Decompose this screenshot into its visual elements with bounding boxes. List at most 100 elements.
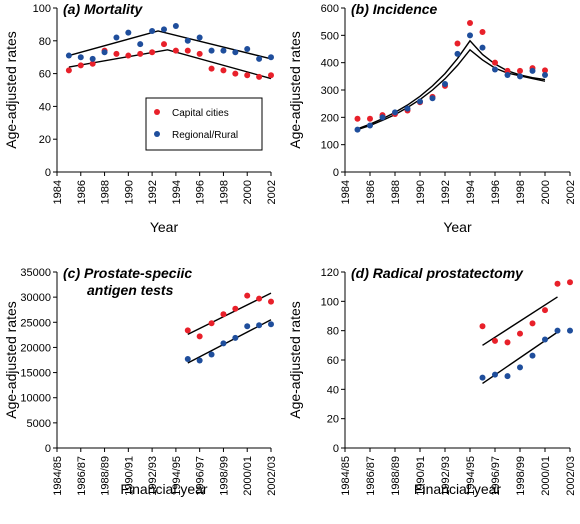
data-point-regional xyxy=(196,34,203,41)
x-axis-title: Year xyxy=(443,219,472,235)
data-point-regional xyxy=(492,371,498,378)
data-point-capital xyxy=(172,47,179,54)
data-point-capital xyxy=(504,67,511,74)
trend-line xyxy=(68,49,272,80)
data-point-regional xyxy=(196,357,203,364)
x-tick-label: 2002 xyxy=(266,180,278,204)
y-tick-label: 5000 xyxy=(27,418,51,430)
x-tick-label: 1998 xyxy=(515,180,527,204)
data-point-regional xyxy=(125,29,132,36)
x-tick-label: 1996/97 xyxy=(195,456,207,496)
data-point-regional xyxy=(529,352,536,359)
x-tick-label: 1994/95 xyxy=(171,456,183,496)
y-tick-label: 0 xyxy=(45,167,51,179)
data-point-capital xyxy=(492,59,498,66)
data-point-capital xyxy=(492,337,498,344)
x-tick-label: 1984/85 xyxy=(52,456,64,496)
y-axis-title: Age-adjusted rates xyxy=(3,301,19,419)
y-tick-label: 600 xyxy=(321,3,339,15)
legend-marker-regional xyxy=(154,131,160,137)
x-tick-label: 1994 xyxy=(171,180,183,204)
data-point-regional xyxy=(161,26,167,33)
x-tick-label: 2002/03 xyxy=(266,456,278,496)
data-point-regional xyxy=(479,374,486,381)
y-tick-label: 100 xyxy=(321,140,339,152)
panel-c: 0 5000 10000 15000 20000 25000 30000 35000 1984/… xyxy=(3,265,278,497)
data-point-regional xyxy=(504,71,511,78)
x-tick-label: 1990/91 xyxy=(123,456,135,496)
data-point-regional xyxy=(65,52,72,59)
x-tick-label: 2002/03 xyxy=(565,456,577,496)
y-tick-label: 80 xyxy=(327,326,339,338)
data-point-regional xyxy=(220,47,227,54)
data-point-capital xyxy=(367,115,373,122)
x-tick-label: 1994/95 xyxy=(465,456,477,496)
data-point-regional xyxy=(367,122,373,129)
y-tick-label: 40 xyxy=(39,101,51,113)
x-tick-label: 1994 xyxy=(465,180,477,204)
data-point-capital xyxy=(161,41,167,48)
data-point-regional xyxy=(417,98,423,105)
x-tick-label: 1990 xyxy=(123,180,135,204)
data-point-regional xyxy=(208,351,215,358)
y-tick-label: 0 xyxy=(333,443,339,455)
x-tick-label: 1986 xyxy=(365,180,377,204)
data-point-regional xyxy=(244,323,251,330)
data-point-regional xyxy=(256,55,263,62)
x-tick-label: 1986/87 xyxy=(365,456,377,496)
y-tick-label: 80 xyxy=(39,36,51,48)
data-point-capital xyxy=(354,115,361,122)
x-tick-label: 1986 xyxy=(76,180,88,204)
y-tick-label: 20000 xyxy=(20,342,51,354)
data-point-regional xyxy=(554,327,561,334)
data-point-capital xyxy=(184,47,191,54)
y-tick-label: 40 xyxy=(327,384,339,396)
data-point-regional xyxy=(77,54,84,61)
trend-line xyxy=(482,296,558,346)
data-point-regional xyxy=(256,322,263,329)
data-point-capital xyxy=(479,323,486,330)
data-point-regional xyxy=(268,321,274,328)
data-point-capital xyxy=(208,65,215,72)
x-tick-label: 1984 xyxy=(52,180,64,204)
x-tick-label: 1992/93 xyxy=(147,456,159,496)
x-tick-label: 2002 xyxy=(565,180,577,204)
data-point-capital xyxy=(517,67,523,74)
data-point-capital xyxy=(504,339,511,346)
panel-title: antigen tests xyxy=(87,282,174,298)
y-tick-label: 300 xyxy=(321,85,339,97)
x-tick-label: 1984/85 xyxy=(340,456,352,496)
data-point-regional xyxy=(404,105,411,112)
data-point-regional xyxy=(184,37,191,44)
y-tick-label: 60 xyxy=(327,355,339,367)
y-tick-label: 200 xyxy=(321,112,339,124)
y-tick-label: 20 xyxy=(39,134,51,146)
x-tick-label: 1988 xyxy=(390,180,402,204)
x-tick-label: 1988 xyxy=(100,180,112,204)
x-tick-label: 1996 xyxy=(490,180,502,204)
x-tick-label: 2000 xyxy=(540,180,552,204)
data-point-regional xyxy=(442,80,448,87)
x-axis-title: Financial year xyxy=(120,481,207,497)
data-point-capital xyxy=(454,40,461,47)
data-point-capital xyxy=(268,72,274,79)
x-axis-title: Year xyxy=(150,219,179,235)
x-tick-label: 1984 xyxy=(340,180,352,204)
data-point-capital xyxy=(256,73,263,80)
data-point-capital xyxy=(65,67,72,74)
data-point-regional xyxy=(149,27,156,34)
x-tick-label: 1992 xyxy=(440,180,452,204)
data-point-regional xyxy=(268,54,274,61)
data-point-regional xyxy=(354,126,361,133)
panel-title: (a) Mortality xyxy=(63,1,144,17)
data-point-capital xyxy=(220,311,227,318)
data-point-regional xyxy=(172,23,179,30)
data-point-capital xyxy=(232,305,239,312)
data-point-regional xyxy=(101,49,108,56)
data-point-regional xyxy=(208,47,215,54)
x-tick-label: 1992 xyxy=(147,180,159,204)
data-point-regional xyxy=(244,46,251,52)
legend xyxy=(145,97,263,151)
legend-marker-capital xyxy=(154,109,160,115)
